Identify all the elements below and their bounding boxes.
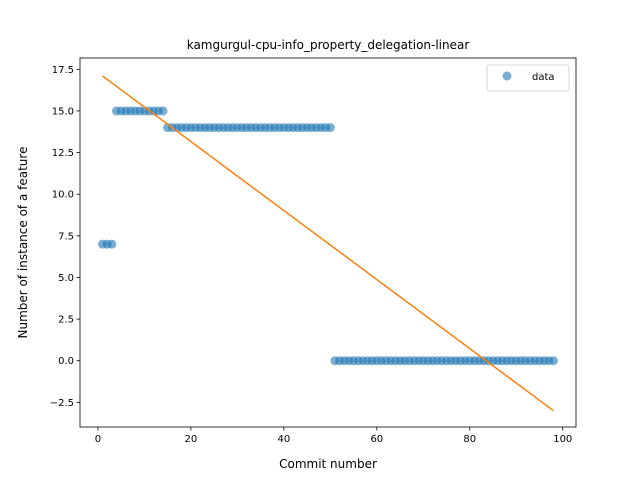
fit-line <box>102 75 554 412</box>
x-tick-label: 20 <box>185 434 198 445</box>
plot-frame <box>79 57 577 428</box>
x-tick-label: 60 <box>370 434 383 445</box>
y-tick-label: 15.0 <box>52 106 74 117</box>
y-tick-label: 10.0 <box>52 190 74 201</box>
x-tick-label: 0 <box>95 434 101 445</box>
y-tick-label: 17.5 <box>52 65 74 76</box>
y-tick-label: 12.5 <box>52 148 74 159</box>
y-tick-label: 2.5 <box>58 315 74 326</box>
data-points <box>98 106 558 366</box>
x-tick-label: 40 <box>277 434 290 445</box>
x-tick-label: 80 <box>463 434 476 445</box>
y-tick-label: 0.0 <box>58 356 74 367</box>
legend-entry-data: data <box>532 72 555 83</box>
y-tick-label: 7.5 <box>58 231 74 242</box>
fit-lines <box>102 75 554 412</box>
legend: data <box>486 64 570 92</box>
x-axis-label: Commit number <box>279 457 377 471</box>
y-tick-label: 5.0 <box>58 273 74 284</box>
data-point <box>325 123 335 133</box>
data-point <box>158 106 168 116</box>
y-axis-label: Number of instance of a feature <box>16 147 30 339</box>
y-tick-label: −2.5 <box>50 398 74 409</box>
chart-title: kamgurgul-cpu-info_property_delegation-l… <box>187 38 470 52</box>
y-axis-ticks: −2.5 0.0 2.5 5.0 7.5 10.0 12.5 15.0 17.5 <box>50 65 80 409</box>
legend-box <box>486 64 570 92</box>
data-point <box>107 239 117 249</box>
data-point <box>548 356 558 366</box>
x-axis-ticks: 0 20 40 60 80 100 <box>95 427 572 445</box>
legend-marker-data <box>502 71 512 81</box>
x-tick-label: 100 <box>553 434 572 445</box>
